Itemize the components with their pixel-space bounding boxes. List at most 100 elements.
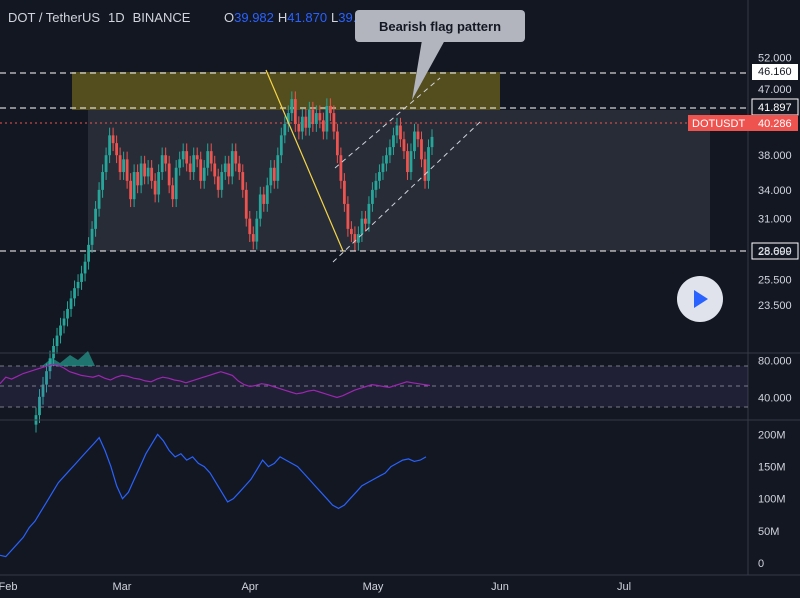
price-tick-label: 52.000 — [758, 52, 792, 64]
volume-tick-label: 150M — [758, 462, 786, 474]
candle-body — [430, 136, 434, 148]
candle-body — [195, 155, 199, 160]
candle-body — [178, 159, 182, 168]
price-tick-labels: 52.000 47.000 38.000 34.000 31.000 28.000 25.5… — [758, 52, 792, 311]
ohlc-values: O39.982 H41.870 L39. — [224, 10, 356, 25]
level-tag-46160-text: 46.160 — [758, 66, 792, 78]
candle-body — [237, 163, 241, 173]
candle-body — [297, 124, 301, 132]
candle-body — [300, 116, 304, 132]
time-tick-label: Jul — [617, 581, 631, 593]
candle-body — [90, 228, 94, 245]
candle-body — [241, 172, 245, 190]
candle-body — [234, 151, 238, 164]
candle-body — [265, 185, 269, 204]
candle-body — [311, 109, 315, 125]
price-tick-label: 34.000 — [758, 185, 792, 197]
candle-body — [244, 189, 248, 219]
volume-pane: 200M 150M 100M 50M 0 — [0, 419, 800, 570]
level-tag-28699 — [751, 242, 799, 260]
price-axis: DOTUSDT 40.286 46.160 41.897 28.699 52.0… — [688, 0, 799, 575]
candle-body — [76, 281, 80, 289]
level-tag-28699-text: 28.699 — [758, 246, 792, 258]
candle-body — [160, 155, 164, 173]
volume-tick-label: 200M — [758, 429, 786, 441]
candle-body — [108, 135, 111, 156]
candle-body — [150, 167, 154, 181]
candle-body — [80, 273, 83, 282]
candle-body — [392, 135, 395, 148]
candle-body — [94, 208, 97, 229]
candle-body — [41, 384, 45, 397]
candle-body — [381, 163, 385, 173]
candle-body — [272, 167, 276, 181]
flag-lower-line — [332, 121, 481, 263]
candle-body — [136, 172, 140, 186]
price-tick-label: 25.500 — [758, 275, 792, 287]
candle-body — [385, 155, 388, 164]
candle-body — [321, 120, 325, 132]
volume-tick-label: 0 — [758, 558, 764, 570]
candle-body — [83, 261, 87, 274]
candle-body — [395, 125, 399, 136]
candle-body — [328, 106, 332, 114]
candle-body — [164, 155, 168, 164]
candle-body — [101, 172, 104, 190]
range-box — [88, 110, 710, 251]
candle-body — [409, 151, 413, 173]
candle-body — [146, 167, 150, 177]
candle-body — [87, 244, 90, 262]
play-button[interactable] — [677, 276, 723, 322]
price-tick-label: 38.000 — [758, 150, 792, 162]
candle-body — [262, 194, 266, 204]
time-tick-label: May — [363, 581, 384, 593]
candle-body — [342, 180, 346, 204]
candle-body — [129, 180, 133, 200]
candle-body — [188, 163, 192, 173]
candle-body — [314, 113, 318, 125]
candle-body — [202, 167, 206, 181]
candle-body — [153, 180, 157, 195]
candle-body — [181, 151, 185, 160]
play-icon — [694, 290, 708, 308]
candle-body — [353, 234, 357, 243]
candle-body — [276, 155, 280, 181]
candle-body — [335, 131, 339, 156]
candle-body — [174, 167, 178, 200]
candle-body — [255, 218, 259, 242]
candle-body — [97, 189, 101, 209]
candle-body — [62, 318, 66, 326]
candle-body — [139, 163, 143, 186]
candle-body — [283, 124, 287, 136]
candle-body — [104, 155, 108, 173]
level-tag-41897-text: 41.897 — [758, 102, 792, 114]
candle-body — [69, 298, 73, 309]
rsi-line — [0, 363, 431, 399]
candle-body — [307, 109, 311, 128]
bearish-flag-callout[interactable]: Bearish flag pattern — [355, 10, 525, 100]
candle-body — [230, 151, 234, 177]
candle-body — [45, 371, 48, 385]
candle-body — [118, 155, 122, 173]
candle-body — [290, 99, 294, 114]
candle-body — [220, 172, 224, 190]
candle-body — [171, 185, 175, 200]
volume-tick-label: 100M — [758, 494, 786, 506]
price-pane — [0, 69, 748, 433]
candle-body — [325, 106, 329, 132]
candle-body — [258, 194, 262, 219]
rsi-tick-label: 80.000 — [758, 356, 792, 368]
candle-body — [388, 147, 392, 156]
candle-body — [360, 218, 364, 235]
candle-body — [374, 180, 378, 190]
time-tick-label: Feb — [0, 581, 17, 593]
candle-body — [364, 218, 367, 224]
candle-body — [318, 113, 322, 121]
candle-body — [269, 167, 273, 186]
time-tick-labels: Feb Mar Apr May Jun Jul — [0, 581, 631, 593]
level-tag-46160 — [752, 64, 798, 80]
candle-body — [413, 131, 416, 152]
candle-body — [52, 345, 55, 359]
candle-body — [206, 151, 210, 168]
